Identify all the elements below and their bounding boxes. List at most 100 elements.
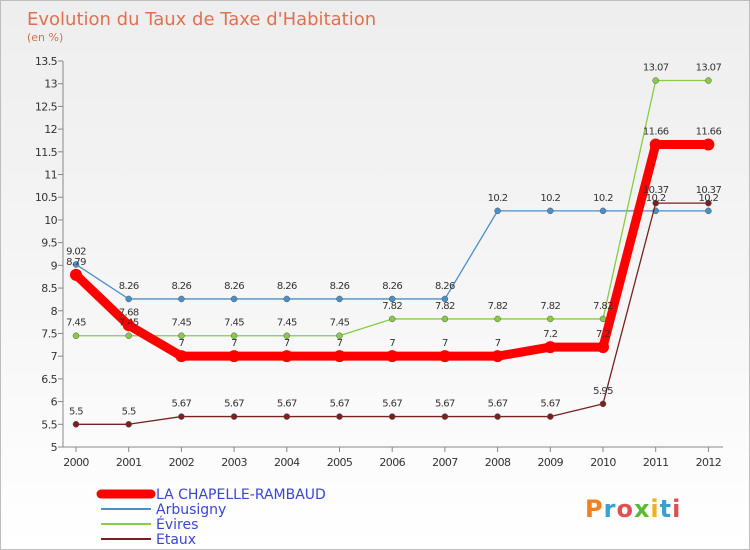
chart-subtitle: (en %) bbox=[27, 31, 63, 44]
data-label-1: 10.2 bbox=[593, 193, 613, 204]
y-tick-label: 12 bbox=[44, 123, 57, 136]
data-label-1: 9.02 bbox=[66, 246, 86, 257]
x-tick-label: 2012 bbox=[696, 456, 722, 469]
series-point-3 bbox=[494, 413, 501, 420]
series-point-1 bbox=[494, 207, 501, 215]
legend-label-chapelle: LA CHAPELLE-RAMBAUD bbox=[156, 487, 326, 503]
series-point-1 bbox=[441, 295, 449, 303]
data-label-2: 7.82 bbox=[488, 301, 508, 312]
data-label-1: 8.26 bbox=[330, 281, 350, 292]
data-label-2: 13.07 bbox=[696, 63, 722, 74]
data-label-1: 8.26 bbox=[277, 281, 297, 292]
x-tick-label: 2000 bbox=[63, 456, 89, 469]
chart-title: Evolution du Taux de Taxe d'Habitation bbox=[27, 9, 376, 30]
series-point-0 bbox=[228, 350, 241, 363]
x-tick-label: 2007 bbox=[432, 456, 458, 469]
logo-text: Proxiti bbox=[585, 495, 681, 523]
data-label-2: 7.45 bbox=[66, 318, 86, 329]
data-label-1: 10.2 bbox=[698, 193, 718, 204]
series-point-0 bbox=[491, 350, 504, 363]
series-point-3 bbox=[599, 400, 607, 408]
x-tick-label: 2008 bbox=[485, 456, 511, 469]
y-tick-label: 5 bbox=[51, 441, 58, 454]
series-point-0 bbox=[438, 350, 451, 363]
y-tick-label: 6 bbox=[51, 396, 58, 409]
data-label-0: 7.2 bbox=[596, 329, 610, 340]
series-point-1 bbox=[547, 207, 554, 215]
data-label-0: 11.66 bbox=[696, 127, 722, 138]
series-point-2 bbox=[652, 77, 659, 84]
series-point-0 bbox=[702, 138, 715, 151]
data-label-0: 8.79 bbox=[66, 257, 86, 268]
series-point-3 bbox=[336, 413, 343, 420]
series-point-2 bbox=[599, 315, 607, 323]
data-label-3: 5.5 bbox=[69, 406, 83, 417]
data-label-0: 7.68 bbox=[119, 307, 139, 318]
series-point-1 bbox=[599, 207, 607, 215]
data-label-2: 7.45 bbox=[171, 318, 191, 329]
legend-label-etaux: Etaux bbox=[156, 532, 196, 548]
data-label-0: 11.66 bbox=[643, 127, 669, 138]
data-label-0: 7 bbox=[284, 338, 290, 349]
series-point-2 bbox=[230, 332, 238, 339]
x-tick-label: 2001 bbox=[116, 456, 142, 469]
series-layer bbox=[70, 77, 715, 428]
x-tick-label: 2010 bbox=[590, 456, 616, 469]
series-point-1 bbox=[336, 295, 343, 303]
y-tick-label: 10.5 bbox=[35, 191, 58, 204]
data-label-1: 10.2 bbox=[646, 193, 666, 204]
data-label-2: 7.45 bbox=[224, 318, 244, 329]
legend-label-arbusigny: Arbusigny bbox=[156, 502, 226, 518]
data-label-1: 10.2 bbox=[540, 193, 560, 204]
series-point-3 bbox=[125, 421, 132, 428]
data-label-3: 5.67 bbox=[330, 399, 350, 410]
series-point-3 bbox=[230, 413, 238, 420]
series-point-1 bbox=[230, 295, 238, 303]
y-tick-label: 13.5 bbox=[35, 55, 58, 68]
y-tick-label: 6.5 bbox=[41, 373, 57, 386]
series-point-1 bbox=[178, 295, 185, 303]
data-label-0: 7 bbox=[442, 338, 448, 349]
series-point-1 bbox=[388, 295, 396, 303]
series-point-2 bbox=[178, 332, 185, 339]
series-point-3 bbox=[652, 199, 659, 207]
data-label-0: 7.2 bbox=[543, 329, 557, 340]
data-label-3: 5.67 bbox=[277, 399, 297, 410]
data-label-1: 8.26 bbox=[171, 281, 191, 292]
data-label-1: 8.26 bbox=[224, 281, 244, 292]
series-point-2 bbox=[283, 332, 291, 339]
data-label-2: 7.82 bbox=[540, 301, 560, 312]
series-point-2 bbox=[72, 332, 80, 339]
data-label-0: 7 bbox=[337, 338, 343, 349]
x-tick-labels: 2000 2001 2002 2003 2004 2005 2006 2007 2008 2009… bbox=[63, 447, 722, 469]
x-tick-label: 2003 bbox=[221, 456, 247, 469]
series-point-2 bbox=[125, 332, 132, 339]
x-tick-label: 2009 bbox=[537, 456, 563, 469]
data-label-2: 7.45 bbox=[119, 318, 139, 329]
x-tick-label: 2004 bbox=[274, 456, 300, 469]
data-label-2: 7.45 bbox=[277, 318, 297, 329]
proxiti-logo: Proxiti bbox=[585, 495, 681, 523]
series-point-0 bbox=[386, 350, 399, 363]
series-point-2 bbox=[336, 332, 343, 339]
y-tick-labels: 5 5.5 6 6.5 7 7.5 8 8.5 9 9.5 10 10.5 11 11.5 12 12.5 13… bbox=[35, 55, 63, 454]
data-label-2: 7.82 bbox=[435, 301, 455, 312]
y-tick-label: 11.5 bbox=[35, 146, 58, 159]
series-point-2 bbox=[388, 315, 396, 323]
data-label-2: 7.82 bbox=[593, 301, 613, 312]
data-label-3: 10.37 bbox=[696, 185, 722, 196]
series-point-3 bbox=[283, 413, 291, 420]
data-label-3: 5.5 bbox=[122, 406, 136, 417]
series-point-0 bbox=[333, 350, 346, 363]
data-label-0: 7 bbox=[179, 338, 185, 349]
data-label-2: 13.07 bbox=[643, 63, 669, 74]
data-label-3: 5.67 bbox=[171, 399, 191, 410]
data-label-1: 8.26 bbox=[119, 281, 139, 292]
y-tick-label: 10 bbox=[44, 214, 57, 227]
series-point-0 bbox=[122, 319, 135, 332]
series-point-1 bbox=[705, 207, 712, 215]
series-point-0 bbox=[70, 268, 82, 281]
data-label-0: 7 bbox=[495, 338, 501, 349]
